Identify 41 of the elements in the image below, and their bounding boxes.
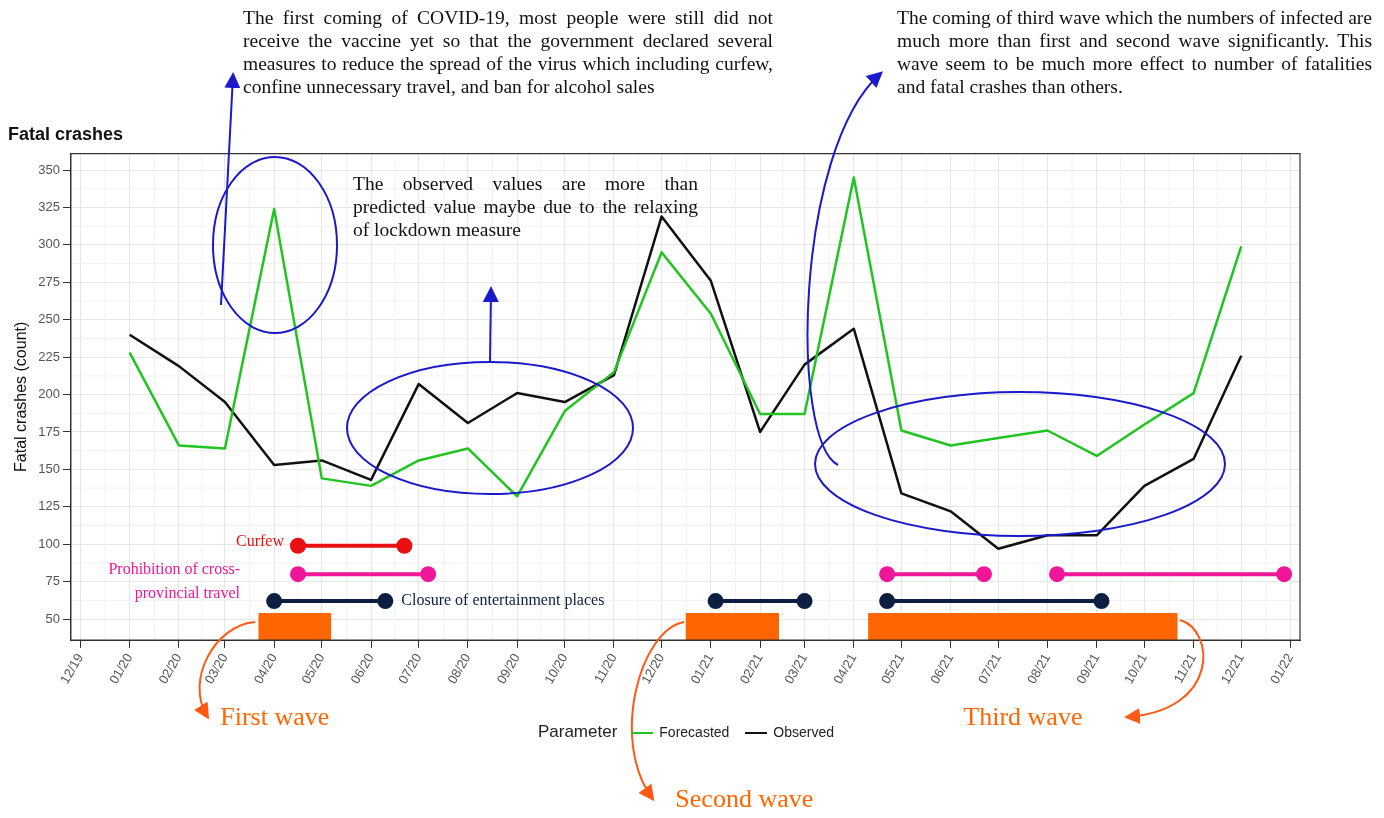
annotation: The observed values are more than predicted value maybe due to the relaxing of lockdown measure <box>353 172 698 241</box>
y-axis-title: Fatal crashes (count) <box>12 321 30 472</box>
y-tick-label: 75 <box>45 573 60 589</box>
y-tick-label: 150 <box>38 460 60 476</box>
text: The first coming of COVID-19, most people were still did not receive the vaccine yet so that the government declared several measures to reduce the spread of the virus which including curfew, confine unnecessary travel, and ban for alcohol sales <box>243 6 773 98</box>
y-tick-label: 275 <box>38 273 60 289</box>
point <box>289 566 306 583</box>
y-tick-label: 225 <box>38 348 60 364</box>
point <box>396 537 413 554</box>
y-tick-label: 50 <box>45 610 60 626</box>
text: Prohibition of cross-provincial travel <box>108 560 241 603</box>
y-tick-label: 100 <box>38 535 60 551</box>
point <box>879 593 896 610</box>
point <box>796 593 813 610</box>
text: First wave <box>220 701 330 731</box>
point <box>1049 566 1066 583</box>
point <box>879 566 896 583</box>
y-tick-label: 300 <box>38 236 60 252</box>
text: Third wave <box>963 701 1083 731</box>
point <box>707 593 724 610</box>
series-label: Closure of entertainment places <box>401 591 605 610</box>
text: Second wave <box>675 783 814 813</box>
y-tick-label: 350 <box>38 161 60 177</box>
point <box>289 537 306 554</box>
point <box>377 593 394 610</box>
y-tick-label: 175 <box>38 423 60 439</box>
point <box>266 593 283 610</box>
chart-title: Fatal crashes <box>8 123 124 144</box>
point <box>1093 593 1110 610</box>
legend-label: Forecasted <box>659 724 730 740</box>
point <box>975 566 992 583</box>
point <box>420 566 437 583</box>
legend-label: Observed <box>773 724 835 740</box>
y-tick-label: 200 <box>38 386 60 402</box>
y-tick-label: 125 <box>38 498 60 514</box>
y-tick-label: 325 <box>38 199 60 215</box>
series-label: Curfew <box>235 531 285 549</box>
point <box>1276 566 1293 583</box>
legend-title: Parameter <box>537 722 618 741</box>
text: The coming of third wave which the numbers of infected are much more than first and second wave significantly. This wave seem to be much more effect to number of fatalities and fatal crashes than others. <box>897 6 1372 98</box>
y-tick-label: 250 <box>38 311 60 327</box>
